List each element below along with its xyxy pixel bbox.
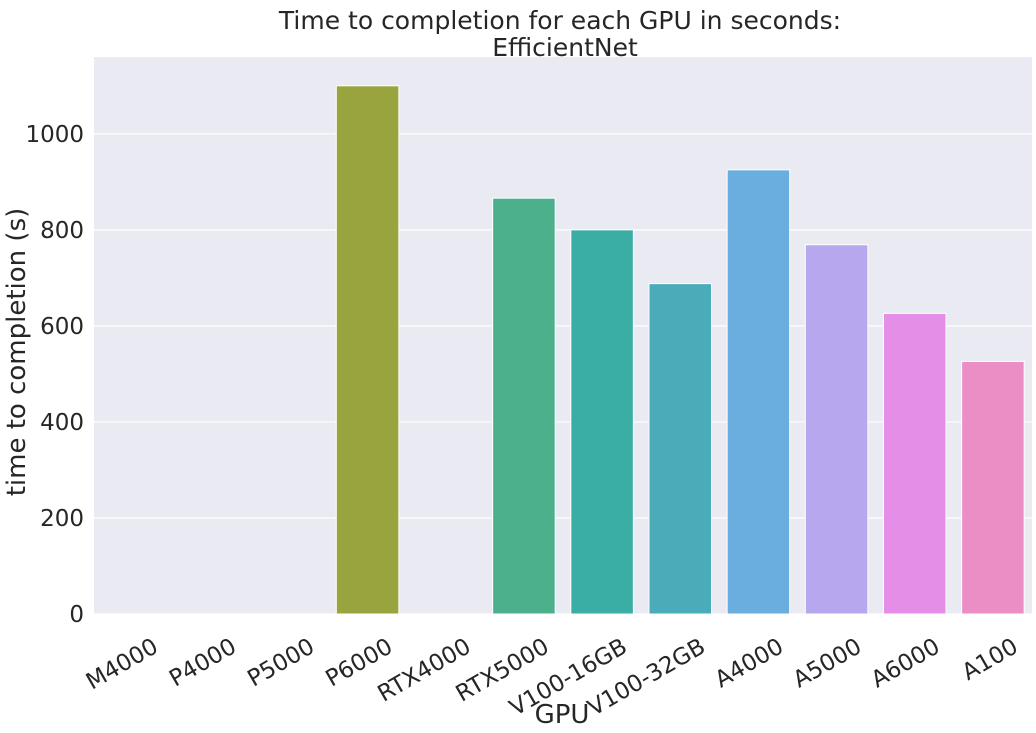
grid-lines	[94, 133, 1032, 615]
y-tick-label: 1000	[25, 122, 84, 148]
y-tick-label: 400	[40, 410, 84, 436]
bar-v100-16gb	[570, 229, 634, 615]
bar-a5000	[804, 244, 869, 615]
bar-v100-32gb	[648, 283, 713, 615]
x-tick-label: A100	[958, 634, 1023, 686]
chart-title: Time to completion for each GPU in secon…	[278, 6, 841, 35]
x-tick-label: M4000	[82, 634, 163, 696]
bars	[335, 85, 1025, 615]
bar-rtx5000	[492, 197, 556, 615]
bar-a100	[961, 360, 1025, 615]
y-tick-label: 0	[69, 602, 84, 628]
bar-a6000	[882, 312, 947, 615]
x-tick-label: A4000	[711, 634, 788, 694]
y-axis-label: time to completion (s)	[2, 208, 32, 497]
x-tick-label: A6000	[867, 634, 944, 694]
y-tick-label: 200	[40, 506, 84, 532]
x-axis-label: GPU	[535, 700, 590, 730]
y-tick-label: 800	[40, 218, 84, 244]
chart-subtitle: EfficientNet	[492, 33, 638, 62]
bar-p6000	[335, 85, 400, 615]
x-tick-label: P4000	[165, 634, 241, 693]
y-tick-labels: 0 200 400 600 800 1000	[25, 122, 84, 628]
bar-a4000	[726, 169, 791, 615]
plot-background	[94, 57, 1032, 614]
y-tick-label: 600	[40, 314, 84, 340]
x-tick-label: P5000	[243, 634, 319, 693]
x-tick-label: A5000	[789, 634, 866, 694]
